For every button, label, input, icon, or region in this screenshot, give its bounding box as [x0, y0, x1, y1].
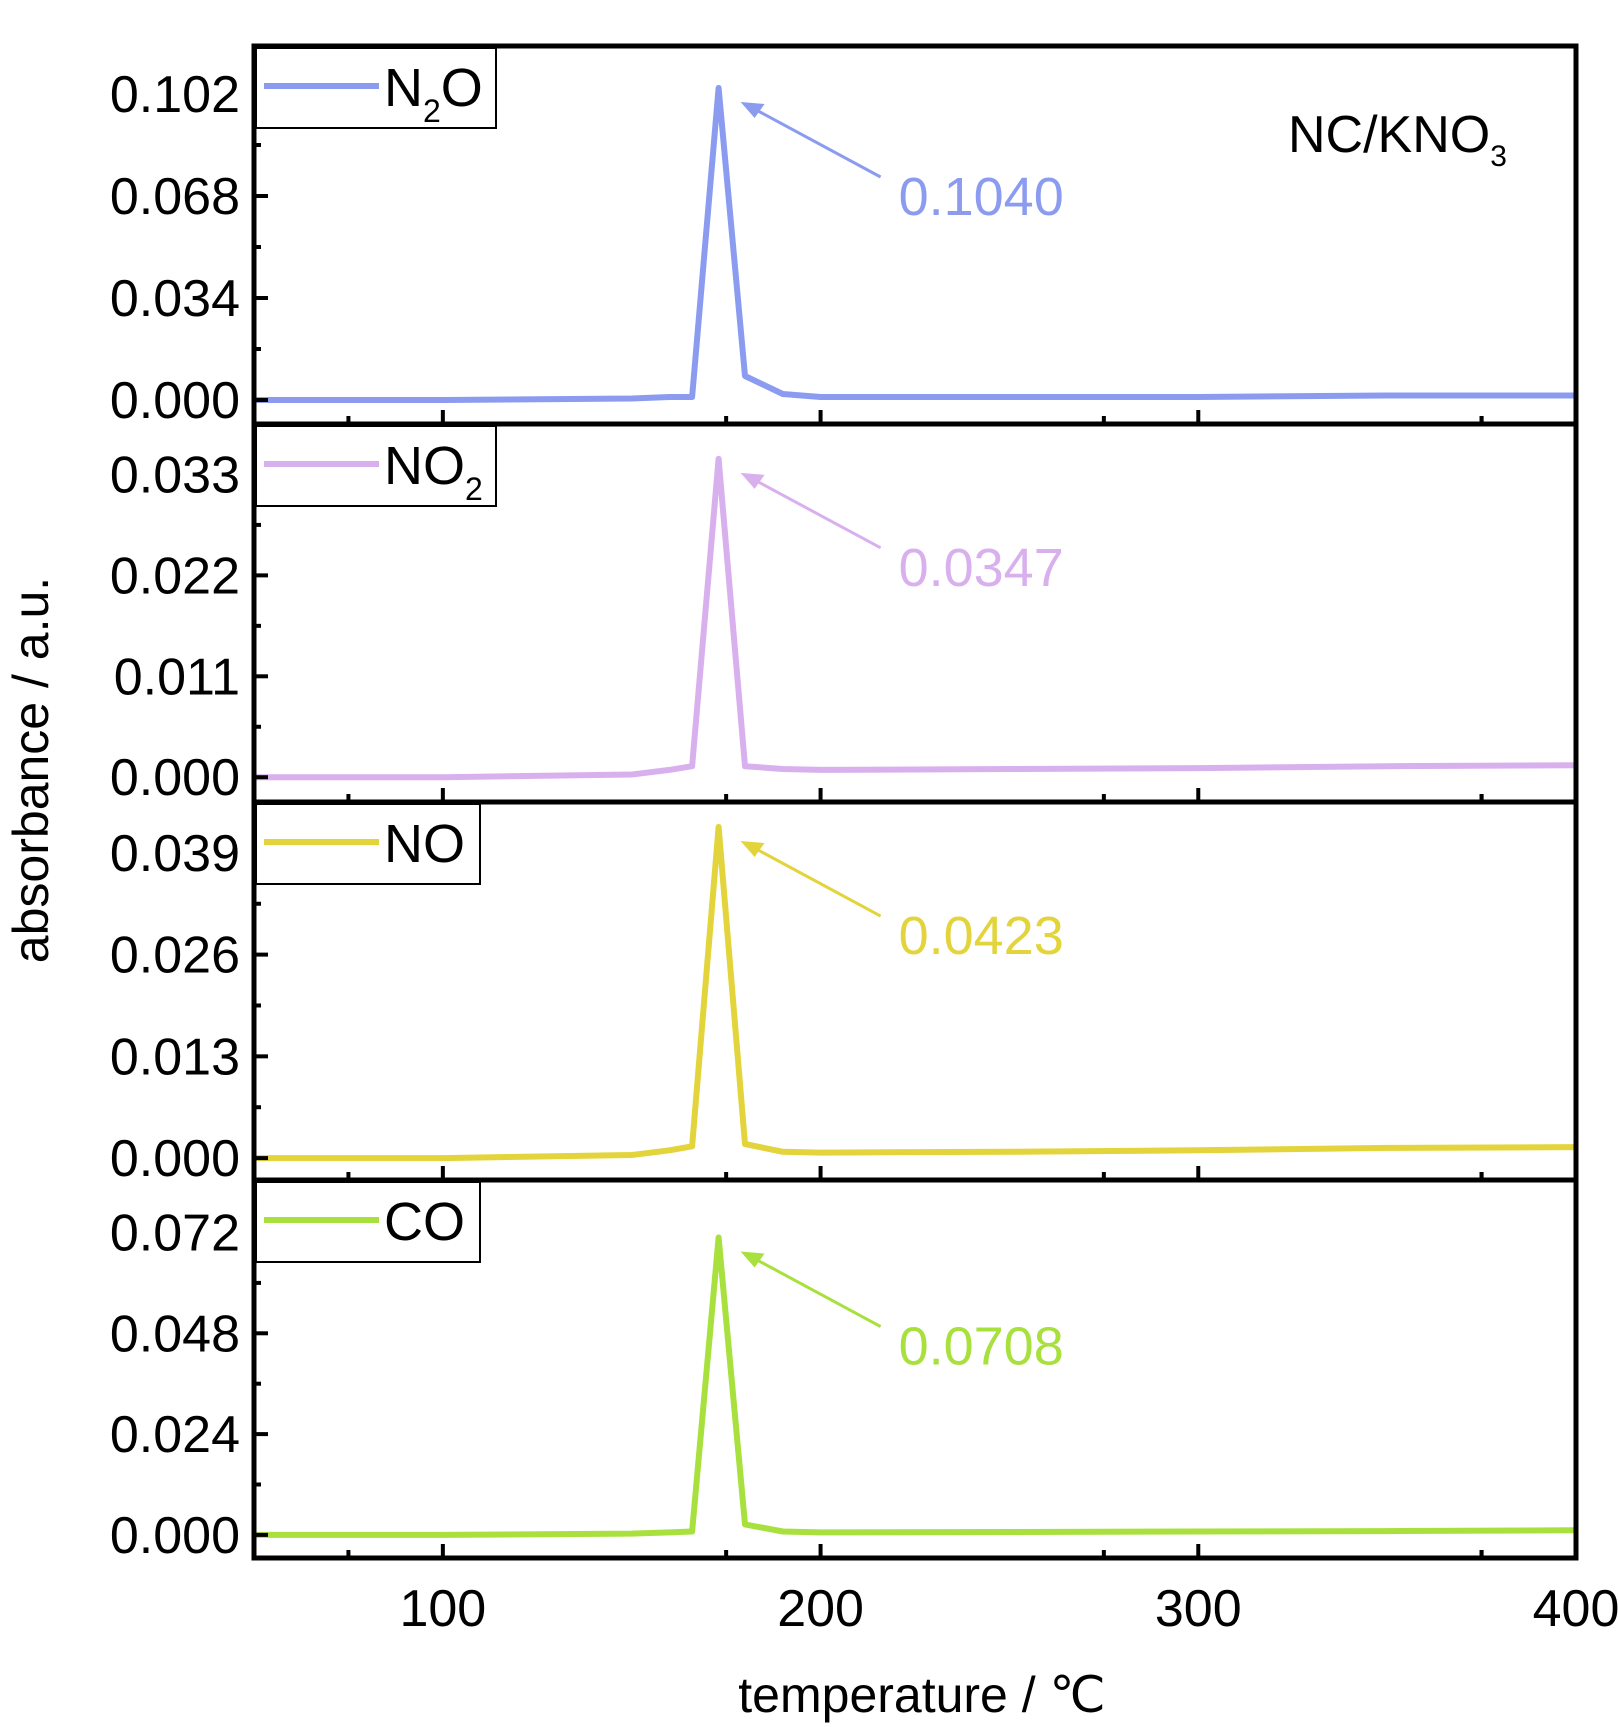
peak-arrowhead — [740, 472, 765, 489]
series-line-4 — [254, 1234, 1577, 1538]
y-tick-label: 0.000 — [110, 1507, 240, 1565]
y-tick-label: 0.013 — [110, 1028, 240, 1086]
x-tick-label: 100 — [399, 1580, 486, 1638]
peak-arrow — [751, 1256, 882, 1328]
peak-arrow — [751, 845, 882, 918]
legend-label: CO — [384, 1192, 465, 1252]
x-tick-label: 400 — [1533, 1580, 1618, 1638]
y-tick-label: 0.000 — [110, 1130, 240, 1188]
y-tick-label: 0.048 — [110, 1305, 240, 1363]
series-line-3 — [254, 824, 1577, 1162]
series-line-1 — [254, 85, 1576, 403]
legend-label: NO2 — [384, 436, 483, 507]
peak-arrowhead — [740, 1251, 765, 1268]
y-tick-label: 0.034 — [110, 270, 240, 328]
chart-title-subscript: 3 — [1490, 140, 1507, 173]
y-tick-label: 0.039 — [110, 825, 240, 883]
legend-label: N2O — [384, 58, 483, 129]
y-tick-label: 0.000 — [110, 749, 240, 807]
peak-label: 0.1040 — [899, 167, 1064, 227]
panel-frame — [251, 1177, 1579, 1561]
y-tick-label: 0.033 — [110, 446, 240, 504]
peak-label: 0.0423 — [899, 906, 1064, 966]
peak-arrow — [751, 106, 882, 179]
panel-1: 0.000 0.034 0.068 0.102 N2O 0.1040 — [110, 43, 1579, 430]
y-tick-label: 0.072 — [110, 1205, 240, 1263]
peak-arrow — [751, 477, 882, 550]
panel-3: 0.000 0.013 0.026 0.039 NO 0.0423 — [110, 799, 1579, 1188]
x-tick-label: 200 — [777, 1580, 864, 1638]
y-tick-label: 0.024 — [110, 1406, 240, 1464]
y-tick-label: 0.102 — [110, 66, 240, 124]
panel-2: 0.000 0.011 0.022 0.033 NO2 0.0347 — [110, 421, 1579, 807]
x-tick-label: 300 — [1155, 1580, 1242, 1638]
series-line-2 — [254, 455, 1577, 781]
panel-4: 0.000 0.024 0.048 0.072 CO 0.0708 — [110, 1177, 1579, 1565]
y-tick-label: 0.022 — [110, 547, 240, 605]
peak-label: 0.0708 — [899, 1317, 1064, 1377]
peak-arrowhead — [740, 102, 765, 118]
y-tick-label: 0.068 — [110, 168, 240, 226]
y-axis-label: absorbance / a.u. — [3, 577, 59, 963]
peak-arrowhead — [740, 841, 765, 858]
chart-title: NC/KNO3 — [1288, 106, 1507, 173]
x-axis-label: temperature / ℃ — [738, 1667, 1105, 1723]
legend-label: NO — [384, 814, 465, 874]
y-tick-label: 0.000 — [110, 372, 240, 430]
y-tick-label: 0.026 — [110, 927, 240, 985]
peak-label: 0.0347 — [899, 538, 1064, 598]
y-tick-label: 0.011 — [114, 648, 240, 706]
